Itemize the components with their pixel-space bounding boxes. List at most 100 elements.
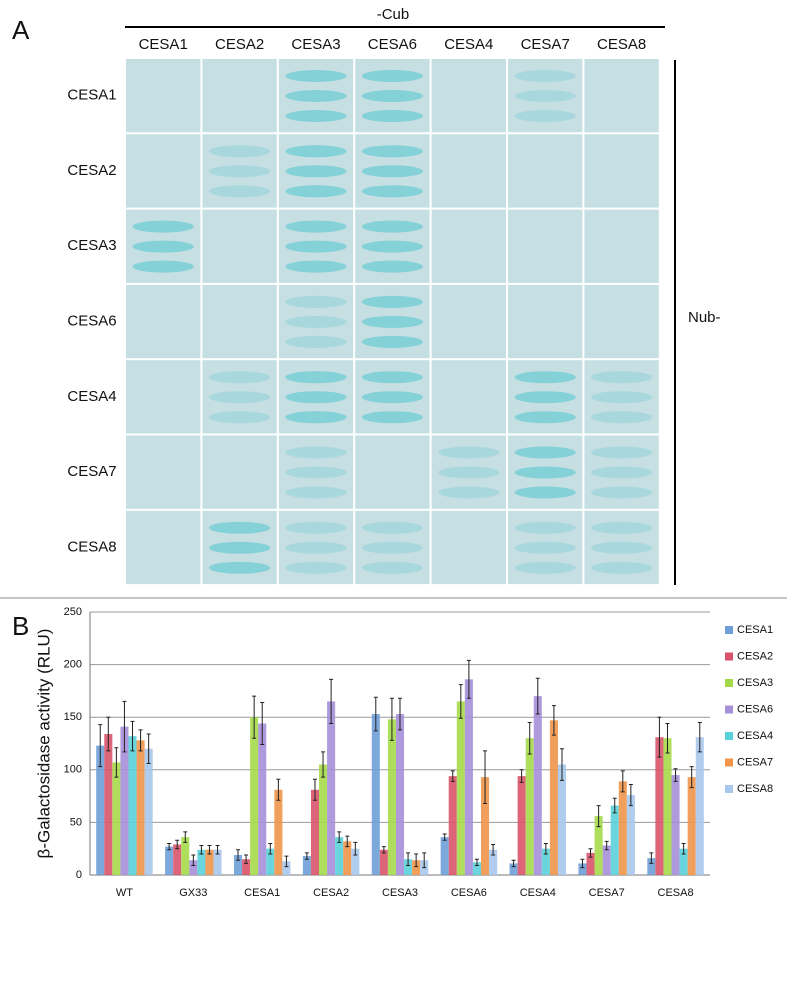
- stain: [209, 391, 271, 404]
- stain: [591, 391, 653, 404]
- colony-cell: [431, 510, 506, 585]
- y-tick-label: 100: [64, 764, 82, 776]
- colony-cell: [202, 59, 277, 133]
- stain: [285, 240, 347, 253]
- stain: [285, 315, 347, 328]
- error-bar: [114, 747, 119, 778]
- x-tick-label: CESA3: [382, 887, 418, 899]
- bar: [343, 841, 352, 875]
- error-bar: [321, 751, 326, 778]
- colony-cell: [278, 435, 354, 509]
- row-label: CESA1: [67, 87, 116, 104]
- error-bar: [199, 845, 204, 855]
- legend-label: CESA6: [737, 703, 773, 715]
- error-bar: [543, 842, 548, 855]
- colony-cell: [431, 134, 506, 208]
- stain: [209, 165, 271, 178]
- column-label: CESA1: [139, 36, 188, 53]
- stain: [514, 371, 576, 384]
- error-bar: [130, 720, 135, 752]
- stain: [285, 110, 347, 122]
- stain: [361, 335, 423, 348]
- stain: [361, 371, 423, 384]
- bar: [472, 862, 481, 875]
- stain: [361, 295, 423, 308]
- colony-cell: [584, 134, 659, 208]
- bar: [181, 837, 190, 875]
- colony-cell: [278, 510, 354, 585]
- bar: [112, 762, 121, 875]
- x-tick-label: CESA4: [520, 887, 556, 899]
- error-bar: [244, 854, 249, 864]
- y-tick-label: 0: [76, 869, 82, 881]
- stain: [438, 486, 500, 499]
- error-bar: [466, 659, 471, 699]
- error-bar: [183, 831, 188, 843]
- error-bar: [519, 769, 524, 783]
- bar: [586, 852, 595, 875]
- y-axis-label: β-Galactosidase activity (RLU): [34, 629, 53, 859]
- bar: [671, 775, 680, 875]
- stain: [285, 371, 347, 384]
- error-bar: [329, 678, 334, 725]
- stain: [361, 90, 423, 102]
- stain: [591, 541, 653, 554]
- error-bar: [98, 724, 103, 768]
- stain: [514, 391, 576, 404]
- error-bar: [138, 729, 143, 752]
- stain: [514, 446, 576, 459]
- error-bar: [260, 701, 265, 746]
- error-bar: [673, 768, 678, 782]
- bar: [233, 855, 243, 875]
- stain: [438, 446, 500, 459]
- legend-label: CESA2: [737, 650, 773, 662]
- stain: [209, 411, 271, 424]
- legend-swatch: [725, 626, 733, 634]
- colony-cell: [584, 435, 659, 509]
- stain: [514, 486, 576, 499]
- error-bar: [236, 849, 241, 861]
- bar: [517, 776, 526, 875]
- bar: [165, 846, 174, 875]
- colony-cell: [355, 435, 430, 509]
- stain: [285, 466, 347, 479]
- legend-swatch: [725, 705, 733, 714]
- error-bar: [604, 840, 609, 851]
- x-tick-label: CESA2: [313, 887, 349, 899]
- bar: [687, 777, 696, 875]
- stain: [285, 411, 347, 424]
- error-bar: [596, 805, 601, 828]
- row-label: CESA6: [67, 313, 116, 330]
- stain: [285, 295, 347, 308]
- stain: [361, 220, 423, 233]
- bar: [395, 714, 405, 875]
- stain: [514, 466, 576, 479]
- y-tick-label: 50: [70, 816, 82, 828]
- stain: [209, 371, 271, 384]
- row-label: CESA4: [67, 388, 116, 405]
- colony-cell: [202, 360, 277, 434]
- column-label: CESA7: [521, 36, 570, 53]
- stain: [361, 315, 423, 328]
- row-label: CESA3: [67, 237, 116, 254]
- stain: [285, 391, 347, 404]
- stain: [209, 145, 271, 158]
- colony-cell: [508, 284, 583, 359]
- colony-cell: [584, 209, 659, 283]
- error-bar: [312, 778, 317, 801]
- bar: [189, 860, 198, 875]
- bar: [379, 849, 388, 875]
- bar: [456, 701, 465, 875]
- error-bar: [207, 845, 212, 855]
- stain: [285, 220, 347, 233]
- x-tick-label: WT: [116, 887, 133, 899]
- legend-swatch: [725, 679, 733, 687]
- error-bar: [628, 784, 633, 807]
- error-bar: [398, 697, 402, 731]
- bar: [610, 805, 619, 875]
- legend-swatch: [725, 732, 733, 740]
- colony-cell: [126, 284, 201, 359]
- bar: [302, 856, 311, 875]
- stain: [209, 541, 271, 554]
- bar: [213, 849, 222, 875]
